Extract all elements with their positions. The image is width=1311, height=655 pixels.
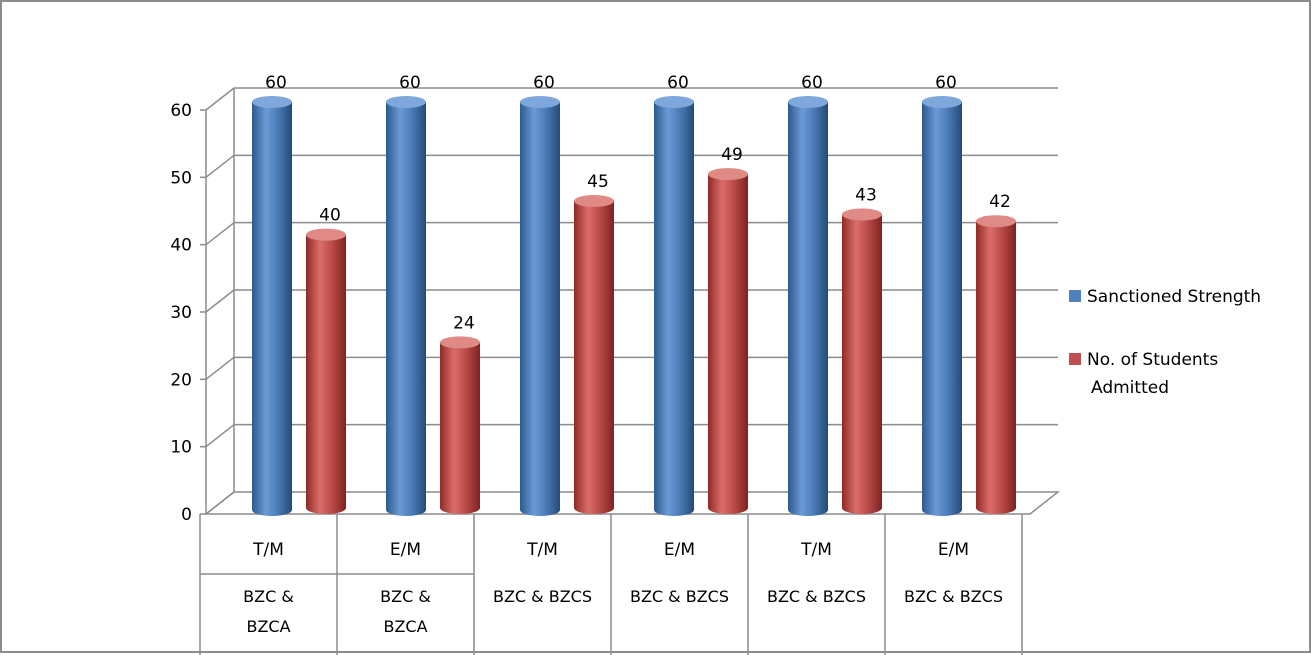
bar-cap: [654, 96, 694, 108]
bar-series: [252, 96, 1016, 516]
bar-admitted: [574, 195, 614, 514]
bar-admitted: [976, 215, 1016, 514]
gridline-side: [205, 87, 235, 111]
bar-body: [922, 102, 962, 516]
y-tick-label: 30: [170, 303, 192, 323]
category-medium-label: T/M: [800, 540, 832, 560]
data-label: 49: [721, 145, 743, 165]
legend-swatch: [1069, 353, 1081, 365]
data-label: 60: [533, 73, 555, 93]
gridline-side: [205, 289, 235, 313]
y-tick-label: 60: [170, 101, 192, 121]
category-medium-label: E/M: [390, 540, 421, 560]
legend-label: Admitted: [1091, 378, 1169, 398]
category-group-label: BZC & BZCS: [493, 587, 592, 606]
bar-cap: [386, 96, 426, 108]
y-tick-label: 10: [170, 438, 192, 458]
data-label: 43: [855, 185, 877, 205]
bar-cap: [708, 168, 748, 181]
category-group-label: BZC &: [380, 587, 431, 606]
bar-body: [386, 102, 426, 516]
data-label: 60: [801, 73, 823, 93]
y-tick-label: 0: [181, 505, 192, 525]
data-label: 42: [989, 192, 1011, 212]
y-axis: 0 10 20 30 40 50 60: [170, 101, 206, 525]
bar-body: [440, 342, 480, 514]
data-labels: 60 40 60 24 60 45 60 49 60 43 60 42: [265, 73, 1011, 333]
bar-body: [252, 102, 292, 516]
data-label: 60: [935, 73, 957, 93]
category-medium-label: T/M: [526, 540, 558, 560]
bar-admitted: [440, 336, 480, 514]
category-axis-table: T/M BZC & BZCA E/M BZC & BZCA T/M BZC & BZCS E/M…: [199, 514, 1023, 655]
legend-swatch: [1069, 290, 1081, 302]
bar-body: [708, 174, 748, 515]
bar-sanctioned: [520, 96, 560, 516]
y-tick-label: 20: [170, 370, 192, 390]
bar-admitted: [306, 228, 346, 514]
plot-walls: [203, 87, 1061, 515]
y-tick-label: 40: [170, 236, 192, 256]
data-label: 24: [453, 313, 475, 333]
bar-body: [574, 201, 614, 514]
bar-cap: [306, 228, 346, 241]
category-group-label: BZC & BZCS: [904, 587, 1003, 606]
data-label: 60: [667, 73, 689, 93]
bar-sanctioned: [386, 96, 426, 516]
bar-body: [306, 234, 346, 514]
y-tick-label: 50: [170, 168, 192, 188]
bar-body: [976, 221, 1016, 514]
legend-item: No. of Students Admitted: [1069, 350, 1218, 398]
legend: Sanctioned Strength No. of Students Admitt…: [1069, 287, 1261, 398]
bar-cap: [976, 215, 1016, 228]
data-label: 60: [265, 73, 287, 93]
bar-body: [842, 214, 882, 514]
category-medium-label: E/M: [938, 540, 969, 560]
category-medium-label: T/M: [252, 540, 284, 560]
gridline-side: [205, 424, 235, 448]
bar-cap: [252, 96, 292, 108]
bar-sanctioned: [922, 96, 962, 516]
gridline-side: [205, 356, 235, 380]
legend-label: Sanctioned Strength: [1087, 287, 1261, 307]
gridline-side: [205, 222, 235, 246]
category-group-label: BZC & BZCS: [767, 587, 866, 606]
data-label: 60: [399, 73, 421, 93]
data-label: 40: [319, 206, 341, 226]
bar-body: [520, 102, 560, 516]
bar-cap: [788, 96, 828, 108]
bar-sanctioned: [654, 96, 694, 516]
category-group-label: BZCA: [383, 617, 427, 636]
legend-item: Sanctioned Strength: [1069, 287, 1261, 307]
bar-body: [788, 102, 828, 516]
data-label: 45: [587, 172, 609, 192]
legend-label: No. of Students: [1087, 350, 1218, 370]
bar-cap: [520, 96, 560, 108]
bar-cap: [574, 195, 614, 207]
bar-body: [654, 102, 694, 516]
bar-cap: [922, 96, 962, 108]
bar-admitted: [708, 168, 748, 515]
category-group-label: BZCA: [246, 617, 290, 636]
bar-admitted: [842, 208, 882, 514]
category-group-label: BZC & BZCS: [630, 587, 729, 606]
gridline-side: [205, 491, 235, 515]
bar-sanctioned: [788, 96, 828, 516]
bar-cap: [842, 208, 882, 221]
category-medium-label: E/M: [664, 540, 695, 560]
category-group-label: BZC &: [243, 587, 294, 606]
bar-cap: [440, 336, 480, 349]
gridline-side: [205, 154, 235, 178]
bar-sanctioned: [252, 96, 292, 516]
